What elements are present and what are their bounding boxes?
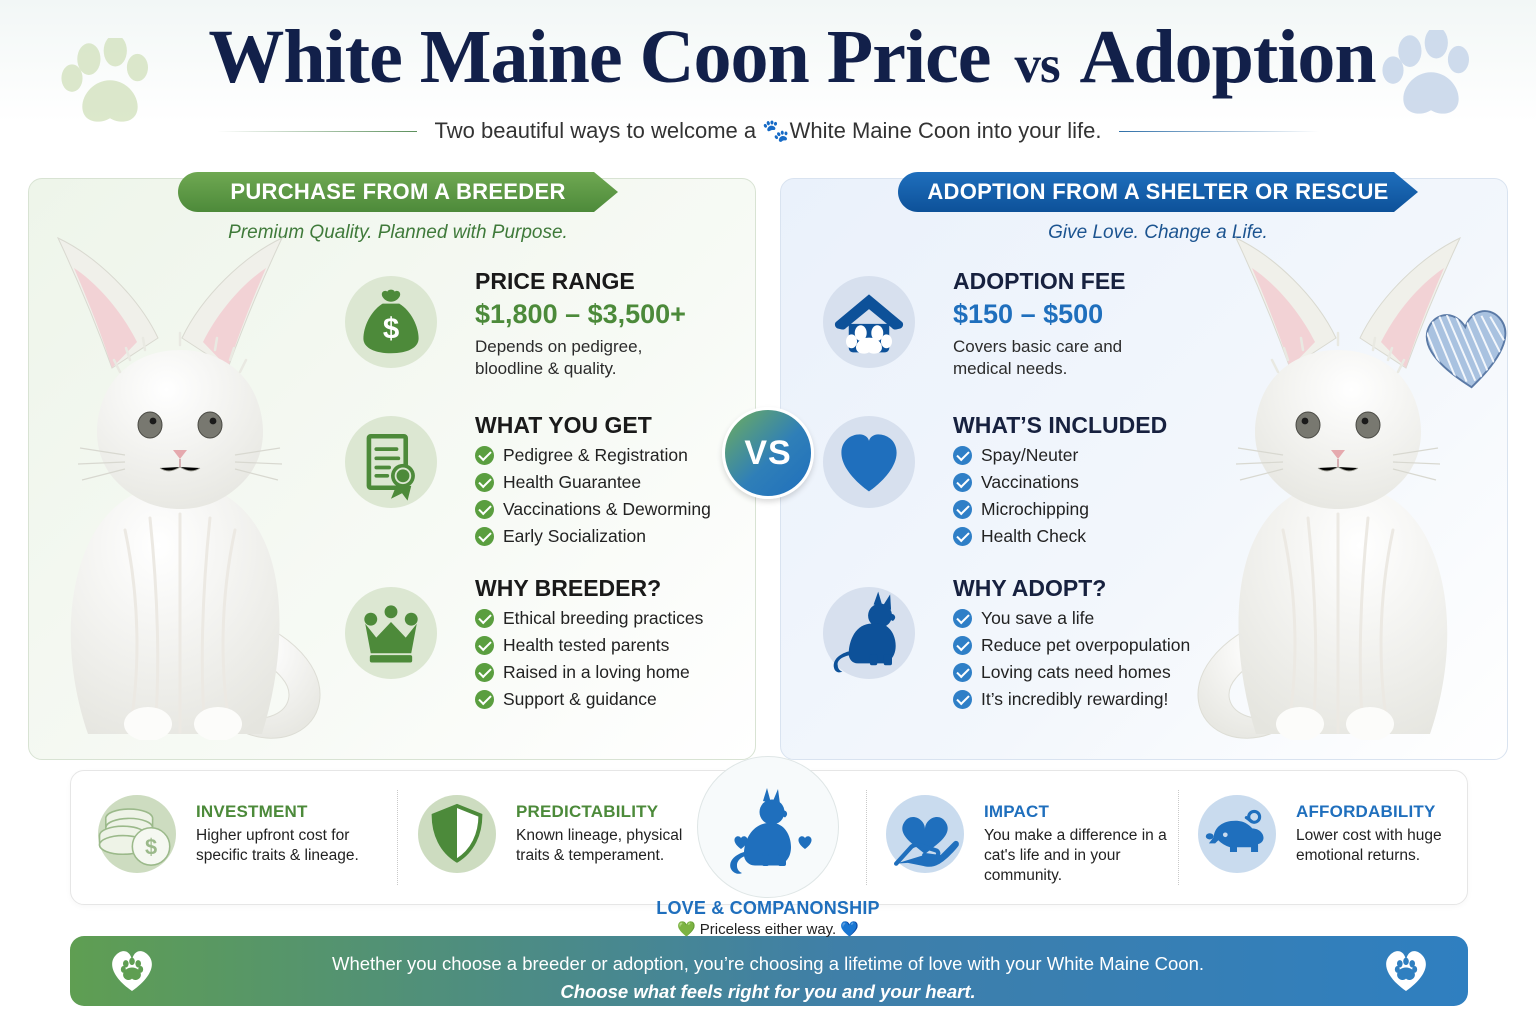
svg-text:$: $ (383, 313, 399, 346)
svg-text:$: $ (145, 834, 157, 859)
